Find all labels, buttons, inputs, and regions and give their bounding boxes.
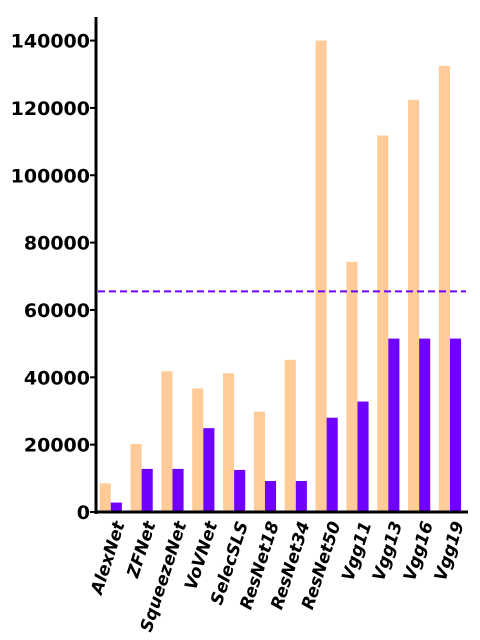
bar-series2-Vgg13: [388, 339, 399, 512]
bar-series2-ResNet34: [296, 481, 307, 512]
bar-series1-AlexNet: [100, 483, 111, 512]
y-tick-label: 0: [77, 502, 90, 524]
y-tick-label: 40000: [24, 367, 90, 389]
bar-series1-VoVNet: [192, 388, 203, 512]
bar-series1-ResNet34: [285, 360, 296, 512]
bar-series1-SelecSLS: [223, 373, 234, 512]
bar-series2-Vgg19: [450, 339, 461, 512]
bar-series1-ResNet18: [254, 412, 265, 512]
bar-series2-SqueezeNet: [172, 469, 183, 512]
y-tick-label: 80000: [24, 233, 90, 255]
bar-series1-SqueezeNet: [161, 371, 172, 512]
x-labels-group: AlexNetZFNetSqueezeNetVoVNetSelecSLSResN…: [87, 518, 469, 634]
y-ticks-group: 0 20000 40000 60000 80000 100000 120000 140000: [11, 31, 96, 524]
bar-series1-ZFNet: [131, 444, 142, 512]
bar-series2-ResNet18: [265, 481, 276, 512]
bar-series1-Vgg19: [439, 66, 450, 512]
x-tick-label: AlexNet: [87, 518, 130, 599]
y-tick-label: 20000: [24, 435, 90, 457]
y-tick-label: 140000: [11, 31, 90, 53]
y-tick-label: 120000: [11, 98, 90, 120]
bar-series1-Vgg16: [408, 100, 419, 512]
bars-group: [100, 41, 461, 512]
bar-series2-ZFNet: [142, 469, 153, 512]
bar-series1-Vgg13: [377, 136, 388, 512]
bar-series2-ResNet50: [327, 418, 338, 512]
bar-series1-ResNet50: [316, 41, 327, 512]
bar-series2-Vgg16: [419, 339, 430, 512]
bar-series2-Vgg11: [357, 402, 368, 512]
bar-series2-VoVNet: [203, 428, 214, 512]
bar-series1-Vgg11: [346, 262, 357, 512]
bar-series2-SelecSLS: [234, 470, 245, 512]
y-tick-label: 60000: [24, 300, 90, 322]
y-tick-label: 100000: [11, 165, 90, 187]
